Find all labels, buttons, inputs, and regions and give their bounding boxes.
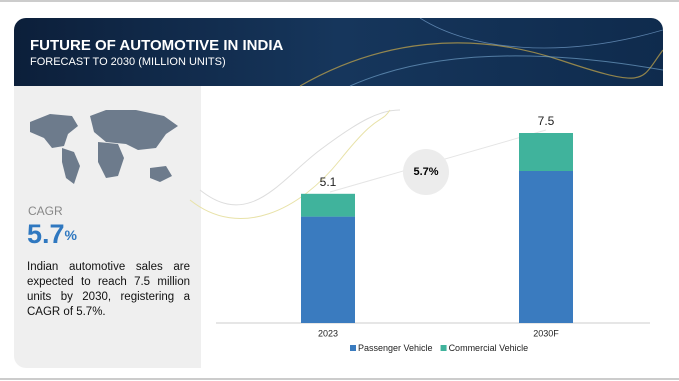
cagr-label: CAGR: [28, 204, 63, 218]
header-bg: [14, 18, 663, 86]
bar-segment: [301, 193, 355, 217]
total-label: 5.1: [320, 175, 337, 189]
header-deco: [349, 55, 663, 87]
x-tick-label: 2023: [318, 328, 338, 338]
cagr-bubble-label: 5.7%: [413, 166, 438, 178]
cagr-value: 5.7%: [27, 219, 78, 249]
legend-swatch: [440, 345, 447, 351]
legend-label: Commercial Vehicle: [449, 343, 529, 353]
cagr-bubble: [403, 149, 449, 195]
world-map: [30, 110, 178, 184]
header-deco: [299, 42, 663, 87]
total-label: 7.5: [538, 114, 555, 128]
description: Indian automotive sales are expected to …: [27, 261, 190, 318]
x-tick-label: 2030F: [533, 328, 559, 338]
deco-curve: [189, 109, 391, 219]
cagr-unit: %: [65, 227, 78, 243]
bar-segment: [301, 216, 355, 323]
bar-segment: [519, 133, 573, 171]
subtitle: FORECAST TO 2030 (MILLION UNITS): [30, 56, 226, 68]
bar-segment: [519, 171, 573, 323]
cagr-number: 5.7: [27, 219, 65, 249]
deco-curve: [199, 109, 401, 206]
title: FUTURE OF AUTOMOTIVE IN INDIA: [30, 37, 283, 54]
legend-swatch: [350, 345, 356, 351]
header-deco: [419, 18, 663, 49]
legend-label: Passenger Vehicle: [358, 343, 433, 353]
